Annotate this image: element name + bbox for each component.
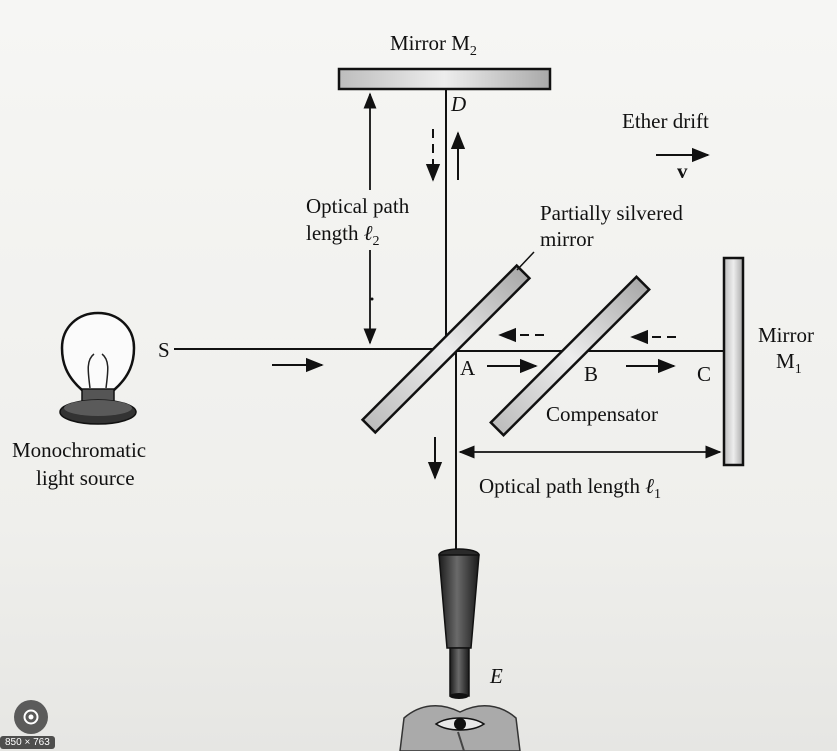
- light-source-label-line2: light source: [36, 466, 135, 490]
- point-e-label: E: [489, 664, 503, 688]
- observer-eye-icon: [399, 705, 521, 751]
- optical-path-2-label-line1: Optical path: [306, 194, 410, 218]
- point-b-label: B: [584, 362, 598, 386]
- source-s-label: S: [158, 338, 170, 362]
- point-c-label: C: [697, 362, 711, 386]
- partially-silvered-label-line2: mirror: [540, 227, 594, 251]
- lens-search-icon: [23, 709, 39, 725]
- telescope-icon: [438, 548, 480, 699]
- mirror-m1-label-line1: Mirror: [758, 323, 814, 347]
- light-source-label-line1: Monochromatic: [12, 438, 146, 462]
- partially-silvered-mirror: [360, 263, 532, 435]
- optical-path-2-label-line2: length ℓ2: [306, 221, 380, 249]
- compensator-label: Compensator: [546, 402, 658, 426]
- velocity-label: v: [677, 159, 688, 183]
- mirror-m1-label-line2: M1: [776, 349, 802, 377]
- optical-path-1-label: Optical path length ℓ1: [479, 474, 661, 502]
- point-d-label: D: [450, 92, 466, 116]
- compensator-plate: [489, 275, 651, 437]
- image-dimensions-badge: 850 × 763: [0, 736, 55, 749]
- lens-search-button[interactable]: [14, 700, 48, 734]
- ether-drift-label: Ether drift: [622, 109, 709, 133]
- mirror-m2: [337, 67, 552, 91]
- mirror-m2-label: Mirror M2: [390, 31, 477, 59]
- point-a-label: A: [460, 356, 476, 380]
- light-bulb-icon: [59, 311, 137, 425]
- mirror-pointer-line: [516, 251, 535, 271]
- mirror-m1: [722, 256, 745, 467]
- partially-silvered-label-line1: Partially silvered: [540, 201, 683, 225]
